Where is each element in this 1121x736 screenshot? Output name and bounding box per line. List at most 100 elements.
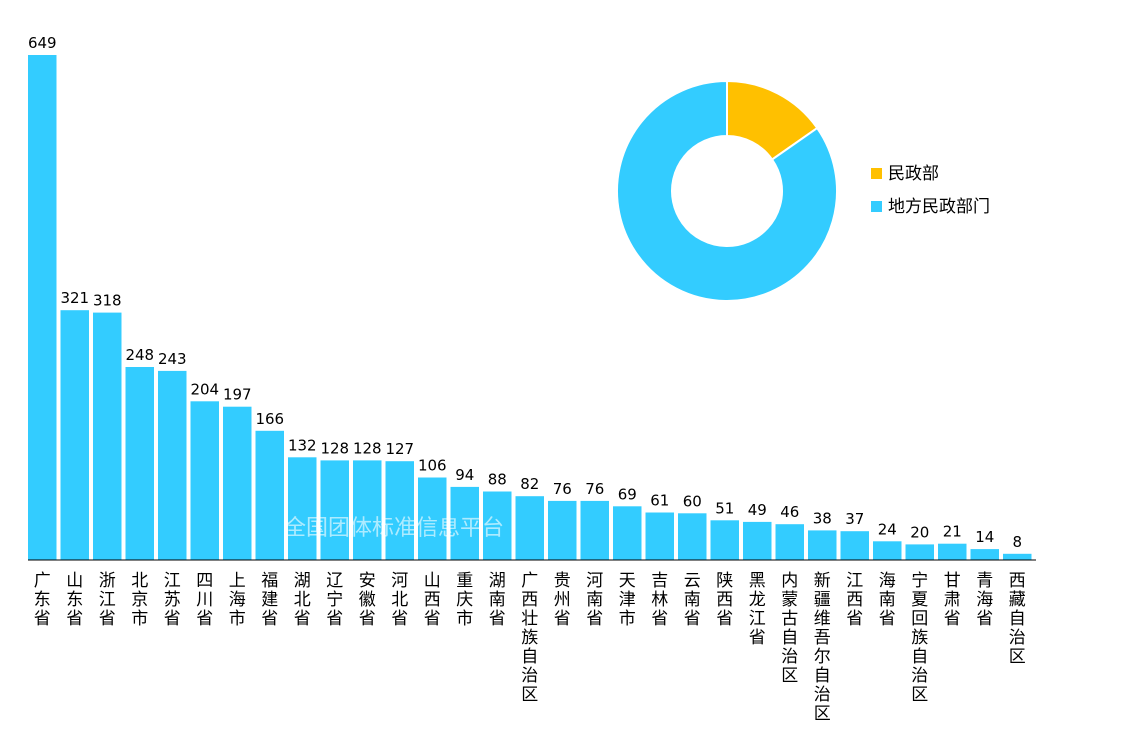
bar-value-label: 318 [93, 292, 122, 310]
bar-陕西省 [710, 520, 739, 560]
bar-value-label: 24 [878, 520, 897, 538]
bar-value-label: 21 [943, 523, 962, 541]
bar-value-label: 248 [125, 346, 154, 364]
bar-江西省 [840, 531, 869, 560]
category-label: 西藏自治区 [1009, 571, 1026, 667]
bar-重庆市 [450, 486, 479, 560]
bar-value-label: 132 [288, 436, 317, 454]
bar-value-label: 128 [320, 439, 349, 457]
bar-value-label: 38 [813, 509, 832, 527]
bar-value-label: 88 [488, 471, 507, 489]
bar-安徽省 [353, 460, 382, 560]
category-label: 河南省 [586, 571, 603, 629]
bar-value-label: 106 [418, 457, 447, 475]
bar-山东省 [60, 310, 89, 560]
category-label: 辽宁省 [326, 571, 343, 629]
bar-湖北省 [288, 457, 317, 560]
category-label: 江西省 [846, 571, 863, 629]
bar-value-label: 20 [910, 523, 929, 541]
category-label: 陕西省 [716, 571, 733, 629]
bar-四川省 [190, 401, 219, 560]
legend-swatch [871, 168, 882, 179]
bar-value-label: 128 [353, 439, 382, 457]
bar-value-label: 8 [1013, 533, 1023, 551]
bar-value-label: 61 [650, 492, 669, 510]
category-label: 浙江省 [99, 571, 116, 629]
donut-chart [616, 79, 838, 302]
category-label: 江苏省 [164, 571, 181, 629]
category-label: 青海省 [976, 571, 993, 629]
category-label: 广东省 [34, 571, 51, 629]
bar-value-label: 46 [780, 503, 799, 521]
category-label: 四川省 [196, 571, 213, 629]
bar-青海省 [970, 549, 999, 560]
legend-swatch [871, 201, 882, 212]
category-label: 重庆市 [456, 571, 473, 629]
bar-江苏省 [158, 370, 187, 560]
bar-value-label: 94 [455, 466, 474, 484]
bar-series: 649广东省321山东省318浙江省248北京市243江苏省204四川省197上… [28, 34, 1032, 724]
category-label: 云南省 [684, 571, 701, 629]
bar-山西省 [418, 477, 447, 560]
bar-河南省 [580, 500, 609, 560]
category-label: 上海市 [229, 571, 246, 629]
category-label: 吉林省 [651, 571, 668, 629]
category-label: 山西省 [424, 571, 441, 629]
category-label: 宁夏回族自治区 [911, 571, 928, 705]
bar-广西壮族自治区 [515, 496, 544, 560]
bar-value-label: 69 [618, 485, 637, 503]
category-label: 河北省 [391, 571, 408, 629]
bar-value-label: 60 [683, 492, 702, 510]
category-label: 湖北省 [294, 571, 311, 629]
category-label: 福建省 [261, 571, 278, 629]
bar-宁夏回族自治区 [905, 544, 934, 560]
bar-value-label: 76 [585, 480, 604, 498]
bar-浙江省 [93, 312, 122, 560]
bar-辽宁省 [320, 460, 349, 560]
bar-云南省 [678, 513, 707, 560]
bar-value-label: 197 [223, 386, 252, 404]
category-label: 湖南省 [489, 571, 506, 629]
bar-上海市 [223, 406, 252, 560]
bar-海南省 [873, 541, 902, 560]
category-label: 山东省 [66, 571, 83, 629]
bar-value-label: 321 [60, 289, 89, 307]
category-label: 安徽省 [359, 571, 376, 629]
bar-新疆维吾尔自治区 [808, 530, 837, 560]
bar-西藏自治区 [1003, 553, 1032, 560]
bar-value-label: 127 [385, 440, 414, 458]
category-label: 广西壮族自治区 [521, 571, 538, 705]
category-label: 新疆维吾尔自治区 [814, 571, 831, 724]
legend-label: 地方民政部门 [888, 197, 990, 217]
category-label: 海南省 [879, 571, 896, 629]
bar-value-label: 76 [553, 480, 572, 498]
bar-北京市 [125, 367, 154, 560]
bar-value-label: 649 [28, 34, 57, 52]
bar-湖南省 [483, 491, 512, 560]
bar-value-label: 204 [190, 380, 219, 398]
bar-黑龙江省 [743, 521, 772, 560]
bar-吉林省 [645, 512, 674, 560]
bar-河北省 [385, 461, 414, 560]
bar-天津市 [613, 506, 642, 560]
bar-value-label: 49 [748, 501, 767, 519]
bar-内蒙古自治区 [775, 524, 804, 560]
bar-value-label: 166 [255, 410, 284, 428]
watermark-text: 全国团体标准信息平台 [284, 516, 504, 541]
category-label: 黑龙江省 [749, 571, 766, 648]
bar-value-label: 243 [158, 350, 187, 368]
category-label: 甘肃省 [944, 571, 961, 629]
legend-label: 民政部 [888, 164, 939, 184]
bar-贵州省 [548, 500, 577, 560]
category-label: 贵州省 [554, 571, 571, 629]
bar-value-label: 37 [845, 510, 864, 528]
category-label: 天津市 [619, 571, 636, 629]
bar-value-label: 82 [520, 475, 539, 493]
category-label: 内蒙古自治区 [781, 571, 798, 686]
bar-甘肃省 [938, 543, 967, 560]
category-label: 北京市 [131, 571, 148, 629]
bar-广东省 [28, 55, 57, 560]
donut-slice-地方民政部门 [616, 79, 838, 302]
